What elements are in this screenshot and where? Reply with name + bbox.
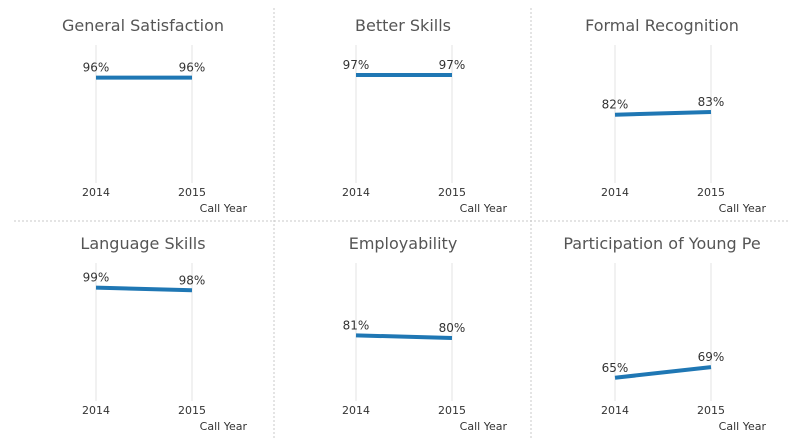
data-label: 97% bbox=[343, 58, 370, 72]
x-tick-label: 2015 bbox=[697, 186, 725, 199]
data-label: 81% bbox=[343, 318, 370, 332]
x-tick-label: 2014 bbox=[82, 404, 110, 417]
panel-title: Better Skills bbox=[355, 16, 451, 35]
x-tick-label: 2014 bbox=[342, 404, 370, 417]
data-label: 99% bbox=[83, 271, 110, 285]
data-label: 82% bbox=[602, 98, 629, 112]
data-label: 98% bbox=[179, 273, 206, 287]
data-label: 96% bbox=[179, 61, 206, 75]
x-axis-label: Call Year bbox=[719, 420, 767, 433]
x-tick-label: 2015 bbox=[438, 404, 466, 417]
panel-title: Employability bbox=[349, 234, 458, 253]
data-label: 65% bbox=[602, 361, 629, 375]
panel-title: Formal Recognition bbox=[585, 16, 739, 35]
data-label: 80% bbox=[439, 321, 466, 335]
data-label: 69% bbox=[698, 350, 725, 364]
x-tick-label: 2015 bbox=[178, 186, 206, 199]
x-tick-label: 2015 bbox=[178, 404, 206, 417]
panel-title: Participation of Young Pe bbox=[563, 234, 760, 253]
panel-title: Language Skills bbox=[80, 234, 205, 253]
x-tick-label: 2015 bbox=[438, 186, 466, 199]
x-tick-label: 2014 bbox=[342, 186, 370, 199]
x-tick-label: 2014 bbox=[601, 186, 629, 199]
x-tick-label: 2015 bbox=[697, 404, 725, 417]
x-axis-label: Call Year bbox=[460, 202, 508, 215]
data-label: 83% bbox=[698, 95, 725, 109]
x-axis-label: Call Year bbox=[719, 202, 767, 215]
x-axis-label: Call Year bbox=[200, 420, 248, 433]
series-line bbox=[614, 365, 712, 380]
x-tick-label: 2014 bbox=[82, 186, 110, 199]
panel-title: General Satisfaction bbox=[62, 16, 224, 35]
data-label: 96% bbox=[83, 61, 110, 75]
x-axis-label: Call Year bbox=[200, 202, 248, 215]
series-line bbox=[355, 333, 453, 340]
data-label: 97% bbox=[439, 58, 466, 72]
x-tick-label: 2014 bbox=[601, 404, 629, 417]
series-line bbox=[95, 285, 193, 293]
x-axis-label: Call Year bbox=[460, 420, 508, 433]
series-line bbox=[614, 110, 712, 117]
